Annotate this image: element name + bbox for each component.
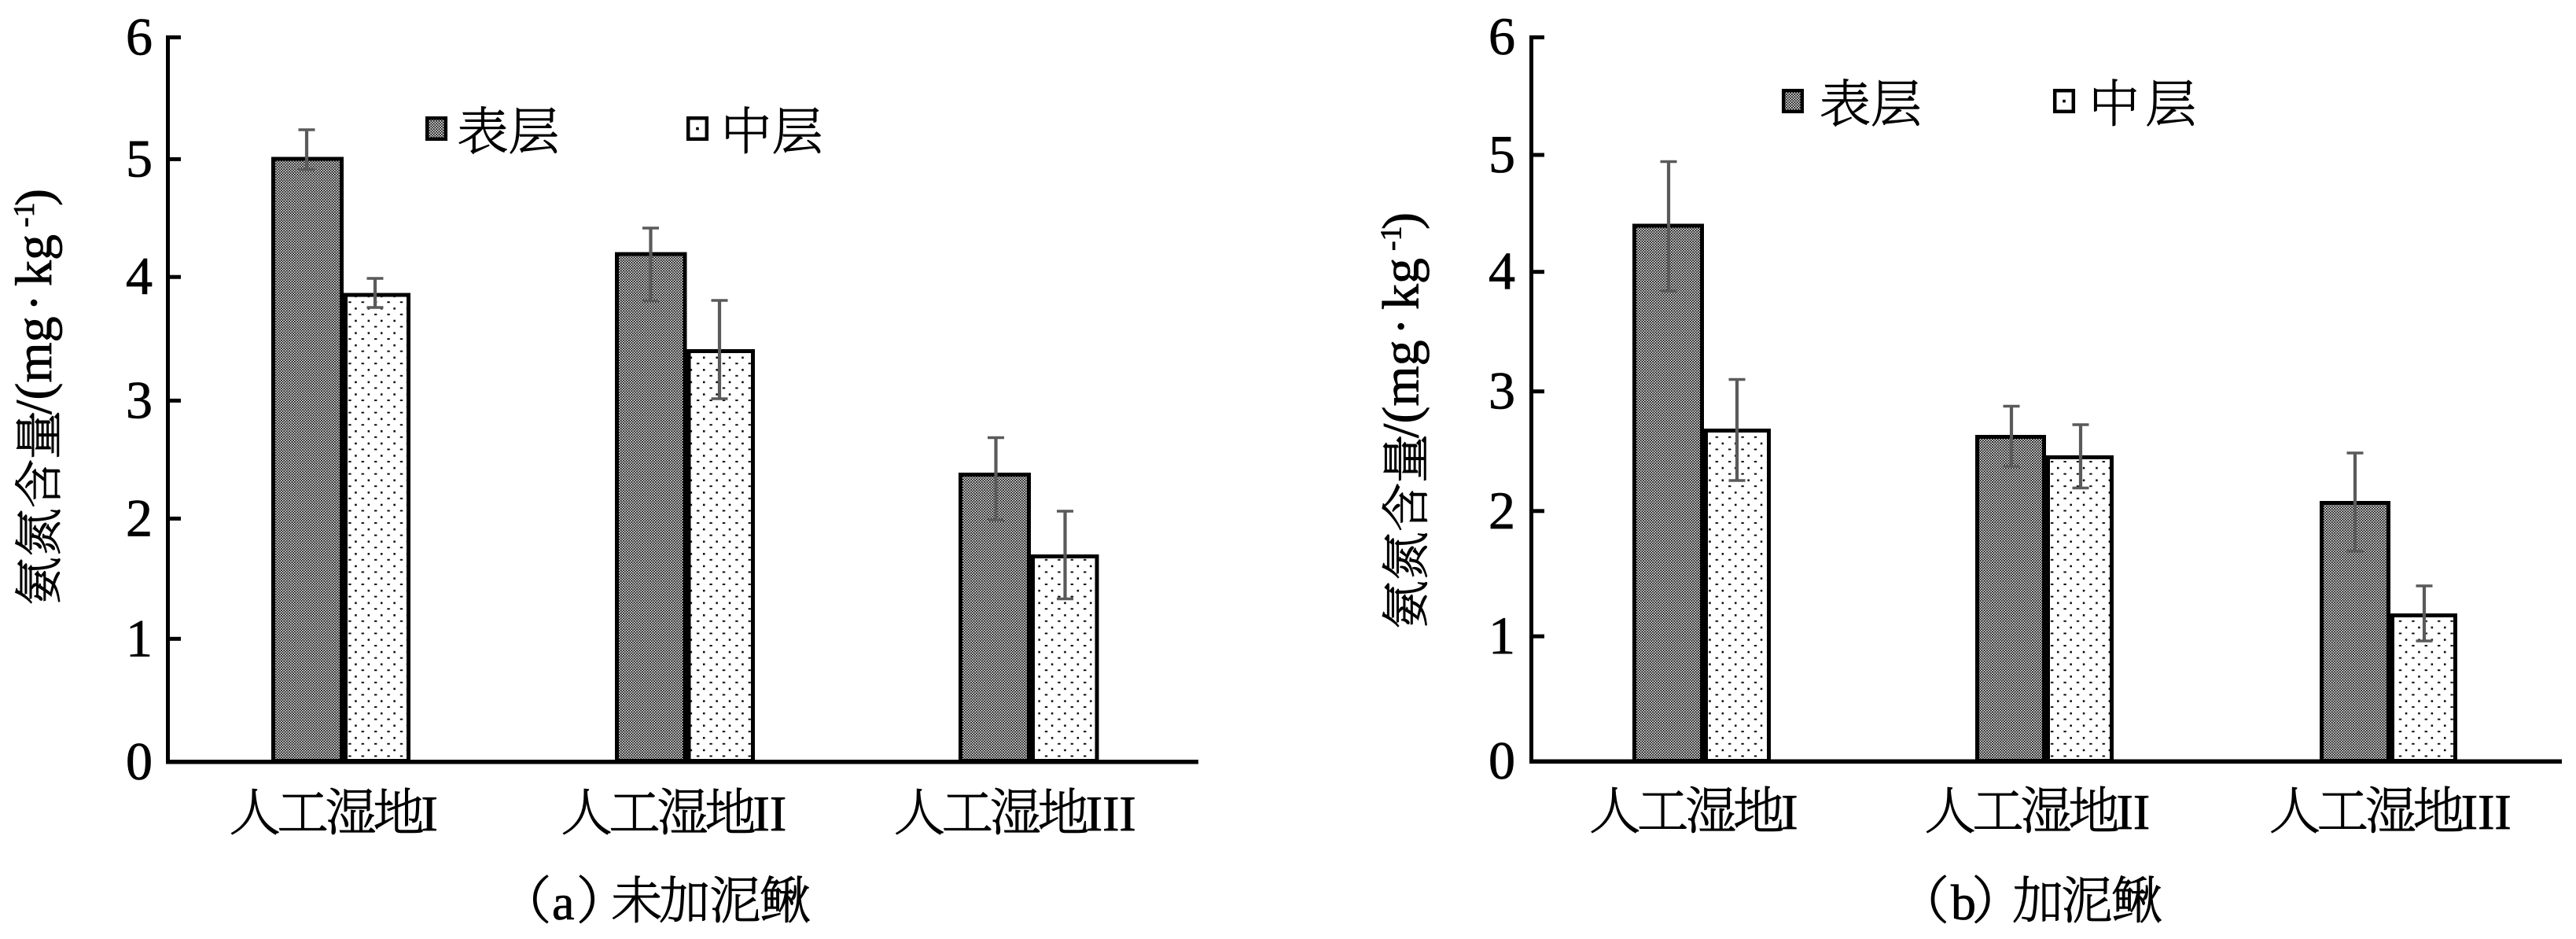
svg-text:kg: kg xyxy=(6,234,63,286)
svg-text:3: 3 xyxy=(1489,361,1515,421)
svg-text:5: 5 xyxy=(126,128,153,188)
svg-text:-1: -1 xyxy=(8,202,41,227)
svg-text:I: I xyxy=(421,786,438,841)
svg-text:·: · xyxy=(1373,318,1430,335)
svg-text:4: 4 xyxy=(1489,241,1515,301)
svg-text:kg: kg xyxy=(1373,258,1430,310)
svg-text:I: I xyxy=(1781,784,1798,840)
svg-text:-1: -1 xyxy=(1375,226,1408,251)
svg-text:III: III xyxy=(1086,786,1136,841)
svg-text:4: 4 xyxy=(126,246,153,306)
svg-text:): ) xyxy=(1373,212,1430,230)
svg-text:/(mg: /(mg xyxy=(1373,340,1430,438)
svg-text:5: 5 xyxy=(1489,124,1515,184)
svg-text:II: II xyxy=(753,786,787,841)
svg-text:·: · xyxy=(6,294,63,311)
svg-text:): ) xyxy=(6,189,63,206)
svg-text:1: 1 xyxy=(1489,606,1515,665)
svg-text:2: 2 xyxy=(126,488,153,547)
svg-text:1: 1 xyxy=(126,608,153,668)
svg-text:0: 0 xyxy=(1489,731,1515,790)
svg-text:6: 6 xyxy=(1489,6,1515,66)
svg-text:b: b xyxy=(1951,875,1976,930)
svg-text:6: 6 xyxy=(126,7,153,67)
svg-text:/(mg: /(mg xyxy=(6,316,63,414)
svg-text:II: II xyxy=(2117,784,2151,840)
svg-text:3: 3 xyxy=(126,370,153,429)
svg-text:2: 2 xyxy=(1489,481,1515,540)
svg-text:0: 0 xyxy=(126,731,153,791)
svg-text:a: a xyxy=(552,875,574,930)
svg-text:III: III xyxy=(2461,784,2512,840)
